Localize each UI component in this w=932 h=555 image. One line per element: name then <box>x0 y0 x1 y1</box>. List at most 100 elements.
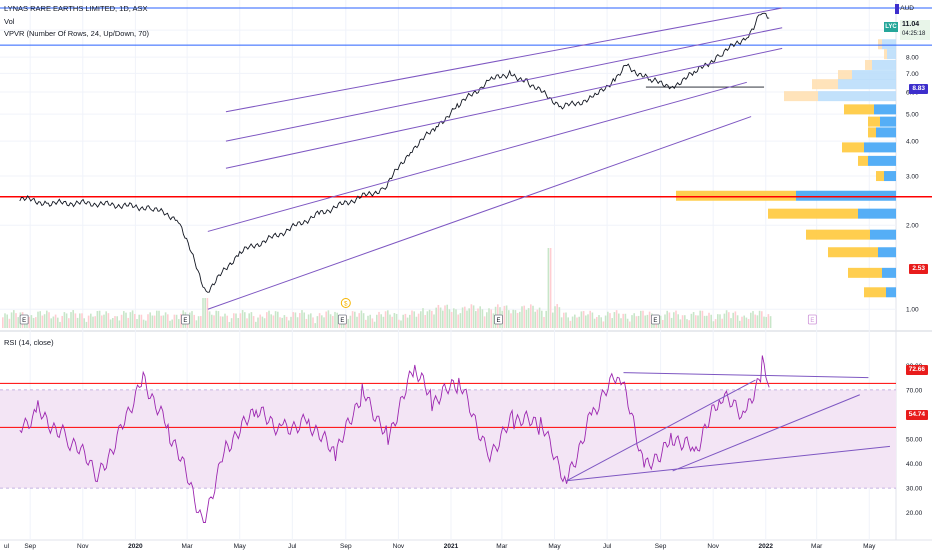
volume-bar <box>193 314 195 328</box>
volume-bar <box>288 320 290 328</box>
volume-bar <box>213 315 215 328</box>
volume-bar <box>642 310 644 328</box>
rsi-trendline <box>623 372 869 379</box>
channel-line <box>225 7 783 113</box>
volume-bar <box>123 311 125 328</box>
price-tick-label: 7.00 <box>906 71 919 78</box>
volume-bar <box>90 313 92 328</box>
volume-bar <box>426 311 429 328</box>
vp-bar-down <box>884 49 887 60</box>
price-tick-label: 8.00 <box>906 55 919 62</box>
vp-bar-up <box>876 127 896 138</box>
volume-bar <box>138 314 140 328</box>
volume-bar <box>362 313 365 328</box>
volume-bar <box>307 314 310 328</box>
x-tick-label: Mar <box>182 543 194 550</box>
volume-bar <box>750 312 752 328</box>
volume-bar <box>558 307 561 328</box>
channel-line <box>225 47 783 169</box>
volume-bar <box>622 313 624 328</box>
volume-bar <box>233 313 235 328</box>
rsi-tag-lower: 54.74 <box>905 410 928 420</box>
volume-bar <box>699 310 701 328</box>
volume-bar <box>204 298 206 328</box>
vp-bar-up <box>886 287 896 298</box>
vpvr-indicator-label[interactable]: VPVR (Number Of Rows, 24, Up/Down, 70) <box>4 29 150 38</box>
volume-bar <box>596 317 598 328</box>
volume-bar <box>442 310 444 328</box>
volume-bar <box>98 310 101 328</box>
volume-bar <box>195 320 198 328</box>
volume-bar <box>701 310 704 328</box>
volume-bar <box>151 315 154 328</box>
vp-bar-down <box>878 39 882 50</box>
volume-bar <box>464 306 466 328</box>
volume-bar <box>508 310 510 328</box>
rsi-indicator-label[interactable]: RSI (14, close) <box>4 338 54 347</box>
volume-bar <box>734 311 737 328</box>
earnings-marker <box>650 314 660 325</box>
volume-bar <box>380 314 382 328</box>
volume-bar <box>296 317 299 328</box>
volume-bar <box>631 315 633 328</box>
volume-bar <box>677 314 679 328</box>
volume-bar <box>486 312 488 328</box>
volume-bar <box>263 318 266 328</box>
volume-bar <box>644 315 646 328</box>
volume-bar <box>114 316 116 328</box>
volume-bar <box>668 312 671 328</box>
volume-bar <box>37 311 39 328</box>
volume-bar <box>488 308 490 328</box>
volume-bar <box>554 306 556 328</box>
last-price-box: 11.04 04:25:18 <box>900 20 930 40</box>
volume-bar <box>222 316 224 328</box>
volume-bar <box>512 309 514 328</box>
volume-bar <box>347 318 349 328</box>
top-level-marker <box>895 4 899 14</box>
vp-bar-down <box>868 116 880 127</box>
volume-bar <box>580 311 583 328</box>
volume-bar <box>721 318 723 328</box>
volume-bar <box>439 307 442 328</box>
volume-bar <box>68 318 70 328</box>
earnings-marker-label: E <box>22 318 26 324</box>
volume-bar <box>316 316 319 328</box>
volume-bar <box>54 314 57 328</box>
vp-bar-up <box>882 39 896 50</box>
x-tick-label: 2020 <box>128 543 143 550</box>
volume-bar <box>336 312 338 328</box>
volume-bar <box>567 317 569 328</box>
rsi-tag-upper: 72.66 <box>905 365 928 375</box>
vp-bar-up <box>864 142 896 153</box>
x-tick-label: 2022 <box>759 543 774 550</box>
volume-bar <box>162 315 165 328</box>
volume-bar <box>752 311 754 328</box>
volume-bar <box>169 320 171 328</box>
rsi-tick-label: 70.00 <box>906 387 923 394</box>
volume-bar <box>662 319 664 328</box>
volume-bar <box>241 310 244 328</box>
volume-bar <box>648 311 651 328</box>
earnings-marker-label: E <box>810 318 814 324</box>
volume-bar <box>387 310 389 328</box>
volume-bar <box>356 316 358 328</box>
volume-bar <box>534 311 536 328</box>
volume-bar <box>6 314 8 328</box>
volume-bar <box>433 314 435 328</box>
channel-line <box>225 27 783 142</box>
x-tick-label: Nov <box>393 543 405 550</box>
volume-bar <box>230 318 233 328</box>
volume-bar <box>43 314 46 328</box>
volume-bar <box>358 313 360 328</box>
vp-bar-up <box>882 267 896 278</box>
volume-bar <box>736 315 739 328</box>
volume-bar <box>635 316 638 328</box>
volume-bar <box>453 308 455 328</box>
vp-bar-up <box>818 91 896 102</box>
volume-indicator-label[interactable]: Vol <box>4 17 15 26</box>
volume-bar <box>378 311 380 328</box>
volume-bar <box>28 316 30 328</box>
volume-bar <box>761 311 763 328</box>
volume-bar <box>272 315 275 328</box>
